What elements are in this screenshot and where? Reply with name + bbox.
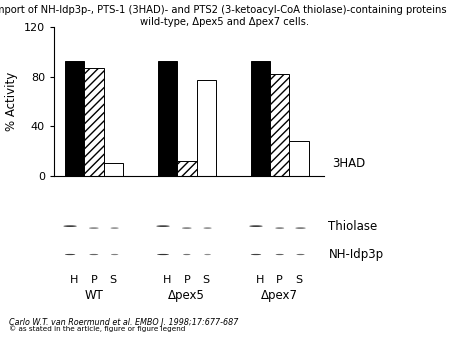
Text: S: S	[202, 275, 210, 285]
Y-axis label: % Activity: % Activity	[5, 72, 18, 131]
Text: JOURNAL: JOURNAL	[379, 325, 411, 330]
Ellipse shape	[63, 225, 77, 227]
Bar	[158, 61, 177, 176]
Text: H: H	[256, 275, 265, 285]
Ellipse shape	[90, 254, 98, 255]
Ellipse shape	[89, 227, 99, 229]
Bar	[197, 80, 216, 176]
Ellipse shape	[251, 254, 261, 255]
Ellipse shape	[183, 254, 190, 255]
Text: P: P	[276, 275, 283, 285]
Ellipse shape	[65, 254, 75, 255]
Ellipse shape	[204, 254, 211, 255]
Text: wild-type, Δpex5 and Δpex7 cells.: wild-type, Δpex5 and Δpex7 cells.	[140, 17, 310, 27]
Text: Δpex7: Δpex7	[261, 289, 298, 302]
Ellipse shape	[276, 254, 284, 255]
Text: H: H	[163, 275, 171, 285]
Text: Carlo W.T. van Roermund et al. EMBO J. 1998;17:677-687: Carlo W.T. van Roermund et al. EMBO J. 1…	[9, 318, 238, 328]
Bar	[104, 163, 123, 176]
Text: H: H	[70, 275, 79, 285]
Ellipse shape	[275, 227, 284, 229]
Ellipse shape	[297, 254, 305, 255]
Bar	[270, 74, 289, 176]
Text: 3HAD: 3HAD	[332, 158, 365, 170]
Bar	[177, 161, 197, 176]
Text: Δpex5: Δpex5	[168, 289, 205, 302]
Text: THE: THE	[388, 307, 402, 312]
Ellipse shape	[111, 254, 118, 255]
Text: NH-Idp3p: NH-Idp3p	[328, 248, 383, 261]
Text: WT: WT	[85, 289, 103, 302]
Bar	[65, 61, 84, 176]
Ellipse shape	[295, 227, 306, 229]
Bar	[289, 141, 309, 176]
Ellipse shape	[111, 227, 119, 229]
Text: EMBO: EMBO	[375, 312, 414, 325]
Text: Thiolase: Thiolase	[328, 220, 378, 233]
Ellipse shape	[157, 254, 169, 255]
Text: S: S	[296, 275, 303, 285]
Ellipse shape	[249, 225, 263, 227]
Text: © as stated in the article, figure or figure legend: © as stated in the article, figure or fi…	[9, 325, 185, 332]
Ellipse shape	[156, 225, 170, 227]
Text: Import of NH-Idp3p-, PTS-1 (3HAD)- and PTS2 (3-ketoacyl-CoA thiolase)-containing: Import of NH-Idp3p-, PTS-1 (3HAD)- and P…	[0, 5, 450, 15]
Text: S: S	[110, 275, 117, 285]
Ellipse shape	[182, 227, 192, 229]
Ellipse shape	[203, 227, 212, 229]
Text: P: P	[90, 275, 97, 285]
Bar	[251, 61, 270, 176]
Bar	[84, 68, 104, 176]
Text: P: P	[184, 275, 190, 285]
